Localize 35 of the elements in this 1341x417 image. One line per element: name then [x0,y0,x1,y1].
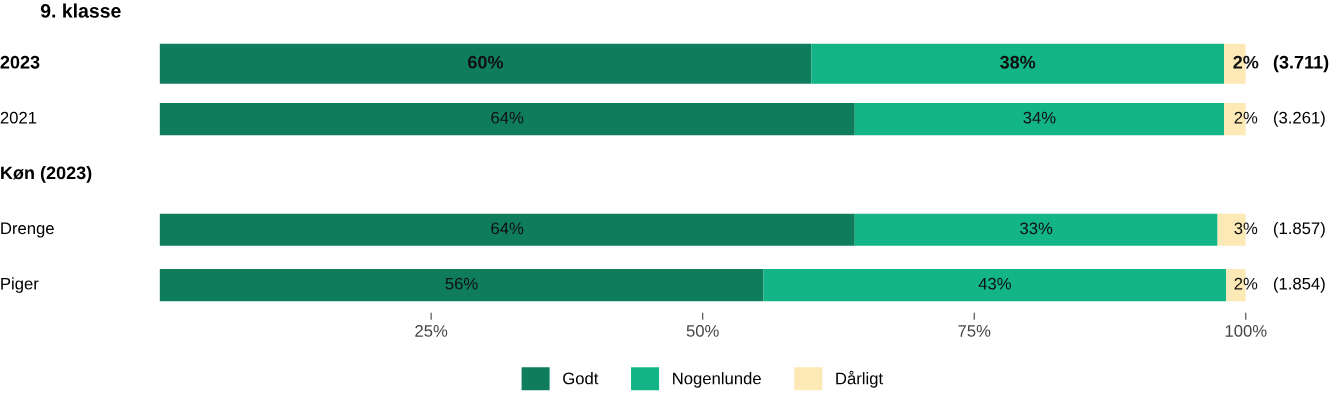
data-label: 3% [1234,222,1258,235]
text: (3.261) [1273,111,1325,127]
bar [854,103,1225,136]
y-tick-label: 2021 [0,111,37,124]
y-tick-label: Køn (2023) [1,166,92,183]
y-tick-label: 2023 [0,55,40,69]
text: (1.854) [1273,277,1325,293]
x-tick-label: 25% [415,325,448,337]
data-label: 2% [1234,111,1258,124]
legend-label: Dårligt [836,370,883,388]
data-label: 56% [445,277,478,290]
text: (1.857) [1273,221,1325,238]
bar [854,213,1218,246]
data-label: 2% [1233,55,1259,69]
text: (3.711) [1273,55,1329,73]
legend-label: Godt [563,372,599,385]
bar [763,269,1227,302]
x-tick-label: 100% [1225,325,1267,337]
data-label: 2% [1234,277,1258,290]
data-label: 64% [491,111,524,124]
data-label: 38% [1000,55,1036,69]
data-label: 33% [1020,222,1053,235]
bar [159,269,764,302]
y-tick-label: Piger [1,277,39,293]
x-tick-label: 50% [686,325,719,337]
bar [159,103,855,136]
data-label: 64% [491,222,524,235]
data-label: 60% [468,55,504,69]
data-label: 43% [978,277,1011,290]
legend-label: Nogenlunde [673,372,761,388]
data-label: 34% [1023,111,1056,124]
chart-title: 9. klasse [40,3,121,18]
y-tick-label: Drenge [1,222,54,238]
bar [159,213,855,246]
x-tick-label: 75% [958,325,991,337]
